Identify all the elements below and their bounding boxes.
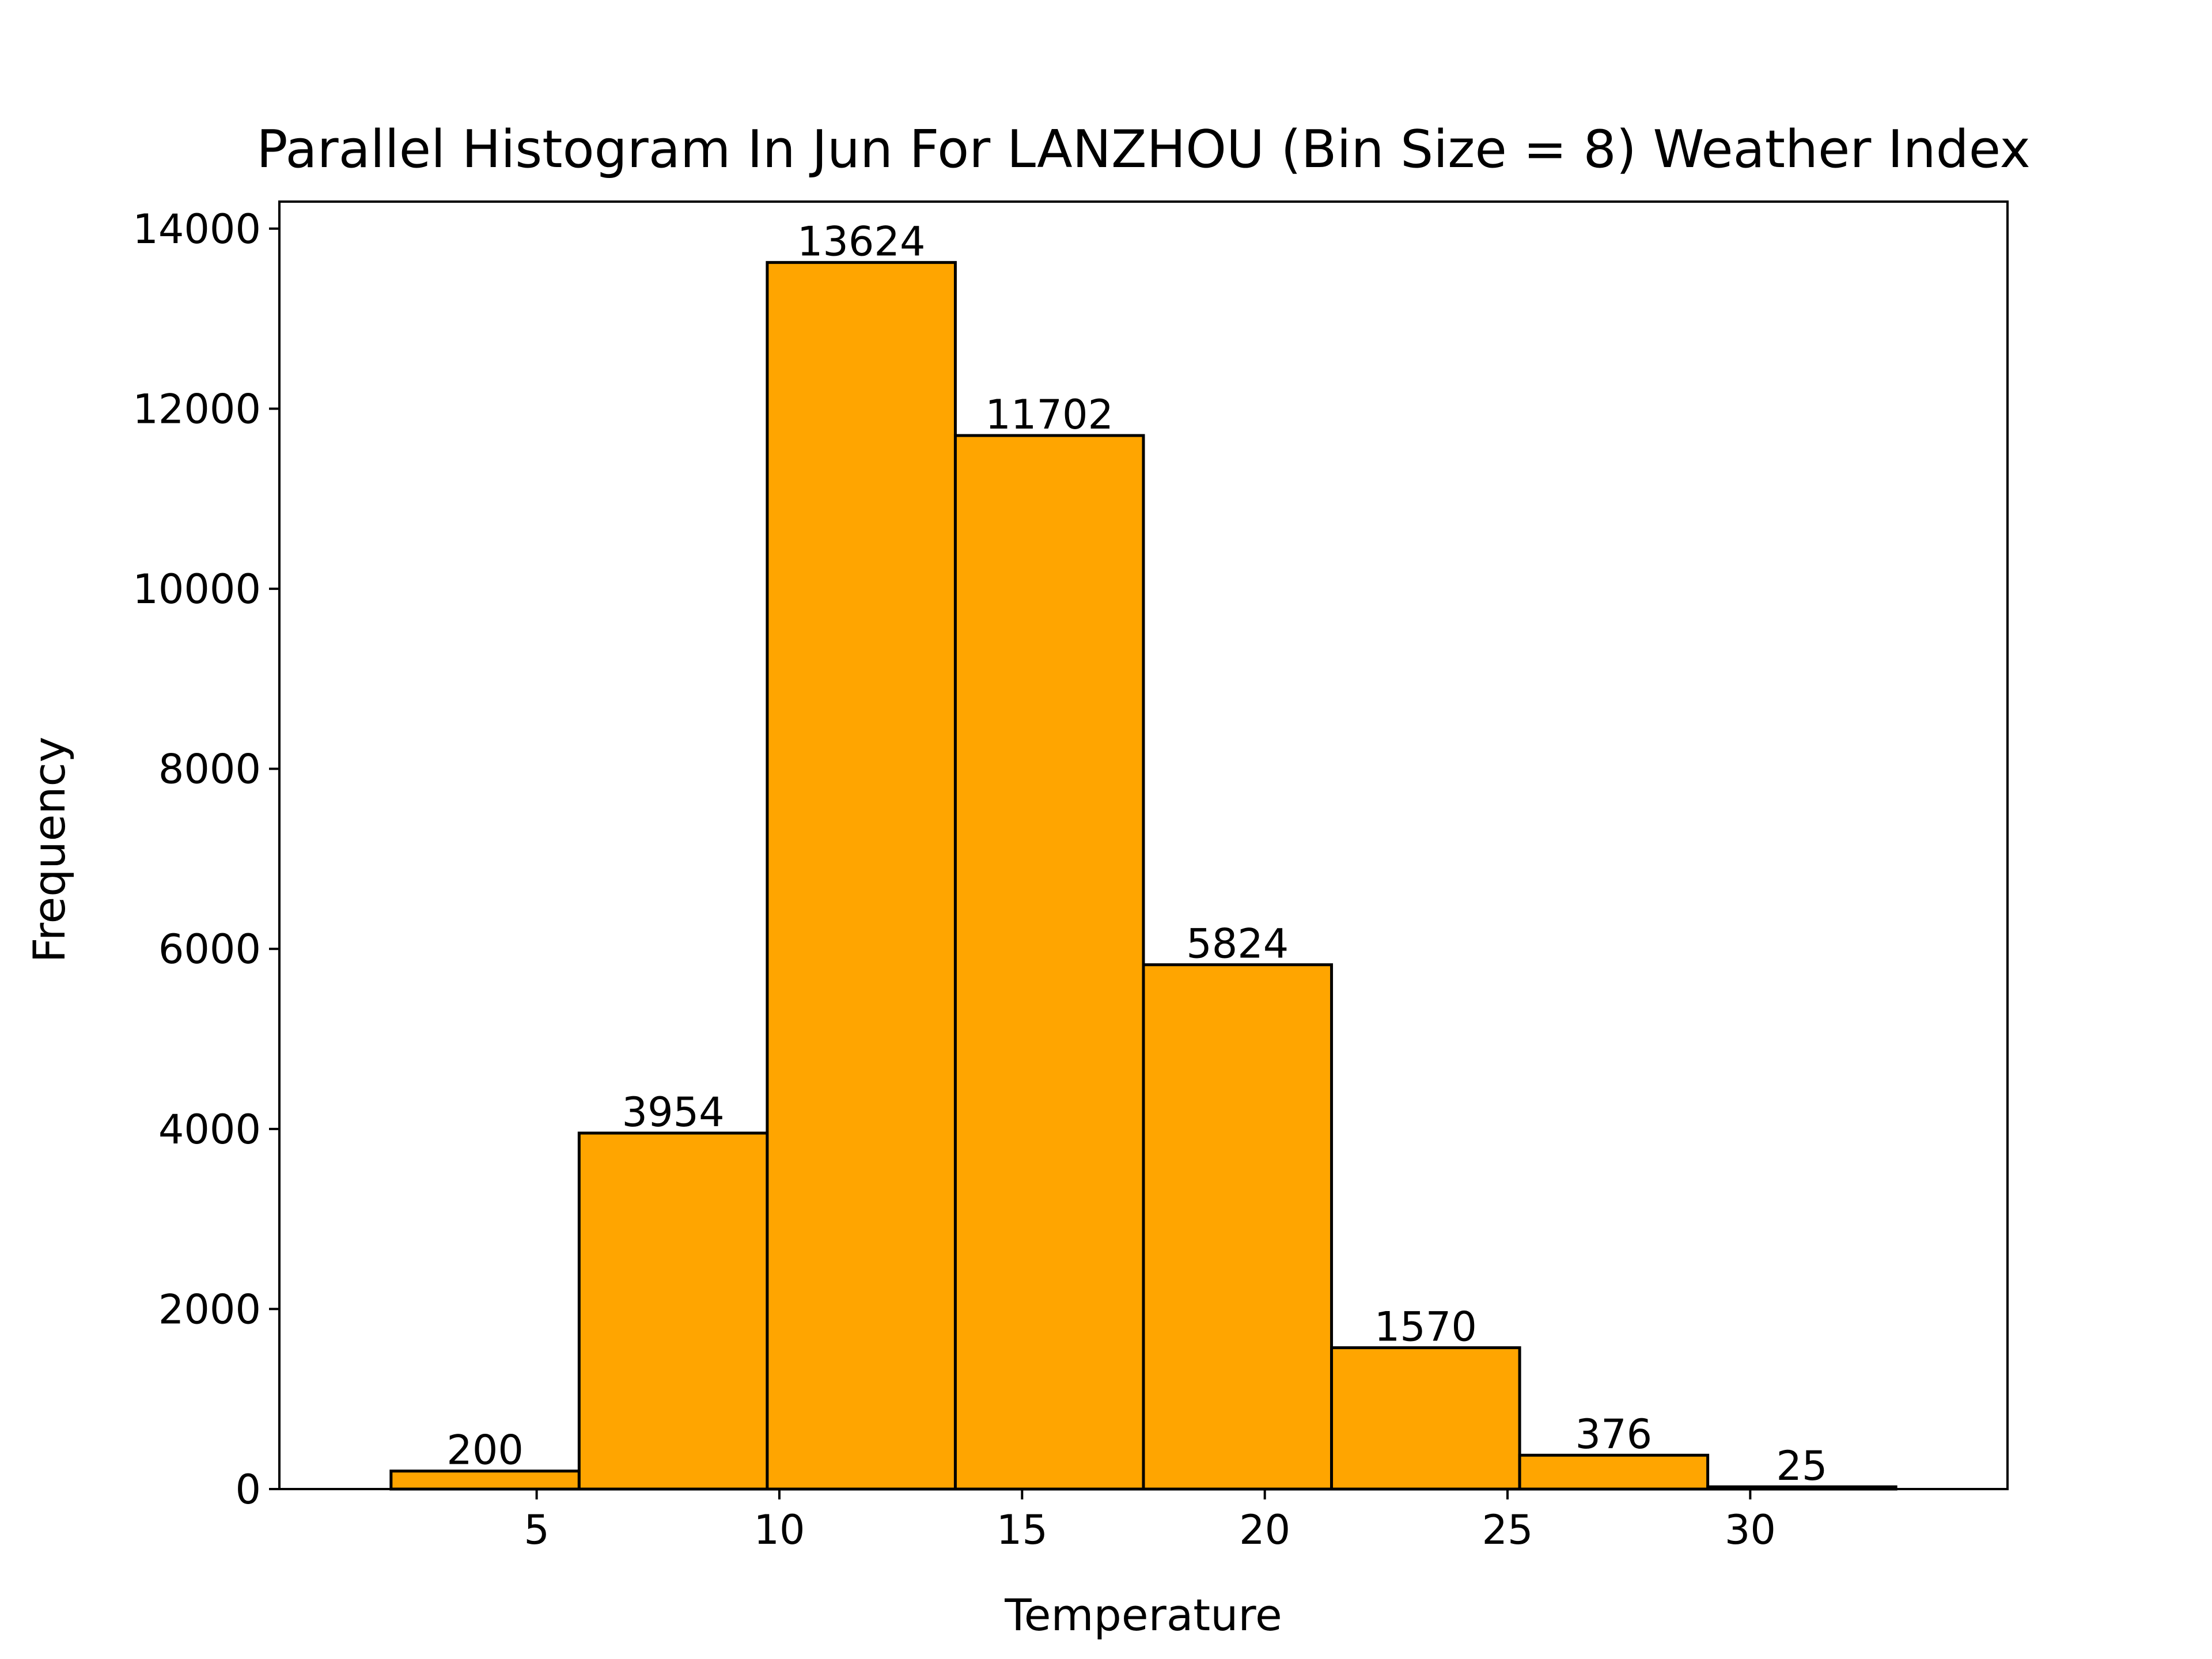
- y-tick-label: 8000: [158, 746, 261, 793]
- x-tick-label: 5: [524, 1506, 550, 1554]
- x-axis-label: Temperature: [1004, 1589, 1282, 1641]
- plot-frame: [278, 200, 2009, 1490]
- histogram-bar: [1330, 1346, 1521, 1491]
- x-tick-label: 15: [997, 1506, 1048, 1554]
- histogram-bar: [577, 1131, 769, 1491]
- bar-value-label: 3954: [622, 1089, 725, 1136]
- y-tick-label: 0: [235, 1466, 261, 1513]
- bar-value-label: 5824: [1186, 921, 1289, 968]
- x-tick-label: 25: [1482, 1506, 1533, 1554]
- bar-value-label: 25: [1776, 1442, 1827, 1490]
- x-axis-ticks: 5 10 15 20 25 30: [524, 1489, 1776, 1554]
- histogram-bar: [953, 434, 1145, 1491]
- y-axis-label: Frequency: [24, 737, 75, 963]
- bar-value-label: 1570: [1374, 1304, 1477, 1351]
- chart-title: Parallel Histogram In Jun For LANZHOU (B…: [256, 119, 2031, 180]
- bar-value-label: 11702: [985, 391, 1113, 438]
- x-tick-label: 20: [1239, 1506, 1290, 1554]
- y-tick-label: 10000: [132, 566, 261, 613]
- x-tick-label: 30: [1725, 1506, 1776, 1554]
- bar-value-label: 13624: [797, 218, 926, 266]
- y-axis-ticks: 0 2000 4000 6000 8000 10000 12000 14000: [132, 206, 279, 1513]
- y-tick-label: 12000: [132, 385, 261, 433]
- y-tick-label: 6000: [158, 926, 261, 973]
- bar-labels-group: 200 3954 13624 11702 5824 1570 376 25: [446, 218, 1827, 1490]
- y-tick-label: 4000: [158, 1106, 261, 1153]
- histogram-bar: [1518, 1453, 1710, 1491]
- x-tick-label: 10: [753, 1506, 805, 1554]
- histogram-bar: [1142, 963, 1334, 1491]
- y-tick-label: 14000: [132, 206, 261, 253]
- y-tick-label: 2000: [158, 1286, 261, 1333]
- bar-value-label: 376: [1575, 1411, 1653, 1458]
- histogram-bar: [766, 261, 957, 1491]
- bars-group: [389, 261, 1897, 1491]
- bar-value-label: 200: [446, 1427, 524, 1474]
